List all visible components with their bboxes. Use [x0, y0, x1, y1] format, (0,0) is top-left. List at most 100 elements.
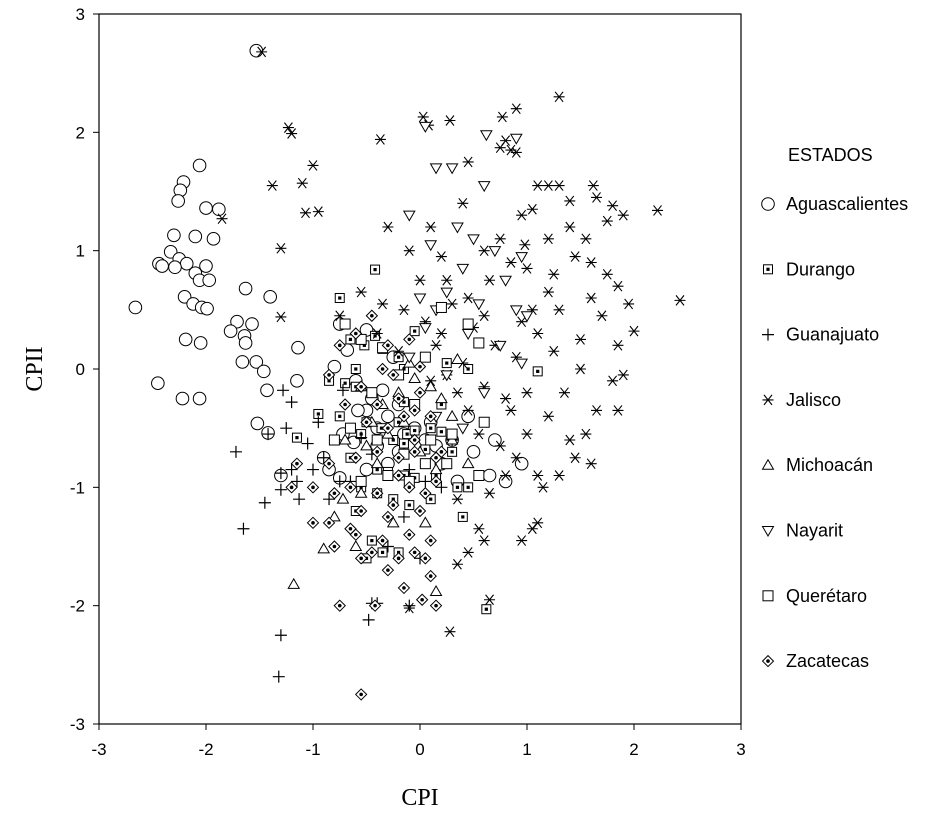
data-point — [429, 475, 443, 488]
data-point — [564, 195, 576, 207]
x-tick-label: 1 — [522, 740, 531, 759]
data-point — [587, 180, 599, 191]
data-point — [526, 523, 538, 535]
data-point — [564, 434, 576, 446]
legend-label: Durango — [786, 259, 855, 279]
data-point — [419, 487, 432, 500]
data-point — [354, 380, 368, 393]
data-point — [223, 324, 238, 338]
data-point — [628, 325, 640, 337]
data-point — [277, 384, 290, 397]
data-point — [349, 327, 363, 340]
x-tick-label: 2 — [629, 740, 638, 759]
data-point — [435, 445, 448, 459]
data-point — [478, 245, 490, 257]
data-point — [354, 504, 368, 518]
data-point — [516, 316, 528, 328]
data-point — [461, 457, 475, 469]
data-point — [451, 493, 463, 505]
data-point — [344, 522, 357, 535]
data-point — [280, 422, 293, 435]
data-point — [484, 487, 496, 499]
data-point — [274, 467, 287, 480]
data-point — [402, 352, 416, 364]
data-point — [408, 546, 421, 559]
legend-marker — [762, 590, 774, 602]
data-point — [477, 388, 491, 400]
data-point — [564, 221, 576, 233]
data-point — [328, 434, 340, 446]
data-point — [585, 458, 597, 470]
data-point — [377, 298, 389, 310]
data-point — [515, 358, 529, 370]
data-point — [526, 203, 538, 215]
data-point — [617, 369, 629, 381]
data-points — [128, 43, 686, 701]
data-point — [435, 392, 448, 404]
data-point — [435, 328, 447, 339]
data-point — [532, 328, 544, 339]
data-point — [478, 416, 490, 428]
data-point — [393, 352, 404, 363]
data-point — [199, 259, 213, 273]
data-point — [674, 295, 686, 306]
y-axis-ticks: -3 -2 -1 0 1 2 3 — [70, 5, 99, 734]
data-point — [301, 437, 314, 450]
data-point — [274, 483, 287, 496]
data-point — [424, 380, 438, 392]
data-point — [366, 387, 378, 399]
data-point — [498, 474, 513, 489]
data-point — [381, 409, 395, 424]
data-point — [262, 428, 275, 441]
data-point — [355, 431, 368, 444]
data-point — [569, 251, 581, 262]
data-point — [601, 268, 613, 280]
data-point — [376, 534, 389, 547]
data-point — [457, 197, 469, 209]
data-point — [377, 547, 388, 558]
legend-label: Jalisco — [786, 390, 841, 410]
data-point — [338, 398, 352, 411]
data-point — [477, 181, 491, 193]
data-point — [178, 332, 193, 347]
data-point — [256, 46, 268, 58]
data-point — [403, 599, 416, 612]
data-point — [417, 111, 429, 123]
data-point — [175, 391, 190, 406]
series-nayarit — [402, 121, 534, 435]
data-point — [245, 317, 259, 331]
data-point — [473, 523, 485, 535]
data-point — [446, 298, 458, 310]
data-point — [601, 215, 613, 227]
data-point — [307, 160, 319, 171]
legend-marker — [761, 197, 775, 211]
data-point — [435, 251, 447, 262]
data-point — [285, 396, 298, 409]
data-point — [500, 393, 512, 404]
data-point — [328, 510, 341, 522]
data-point — [451, 387, 463, 399]
data-point — [496, 111, 508, 123]
data-point — [505, 405, 517, 416]
data-point — [463, 482, 474, 493]
data-point — [238, 336, 253, 350]
data-point — [596, 310, 608, 322]
data-point — [287, 577, 301, 589]
data-point — [418, 516, 432, 528]
data-point — [430, 339, 442, 351]
data-point — [418, 323, 432, 335]
data-point — [473, 337, 485, 349]
data-point — [199, 201, 213, 215]
data-point — [266, 180, 278, 191]
data-point — [362, 613, 375, 626]
legend-marker — [761, 526, 775, 537]
legend-label: Querétaro — [786, 586, 867, 606]
data-point — [290, 475, 303, 488]
data-point — [345, 334, 356, 345]
data-point — [354, 552, 368, 565]
data-point — [441, 458, 453, 470]
data-point — [425, 423, 436, 434]
x-tick-label: -3 — [91, 740, 106, 759]
data-point — [493, 340, 507, 352]
data-point — [456, 423, 470, 435]
